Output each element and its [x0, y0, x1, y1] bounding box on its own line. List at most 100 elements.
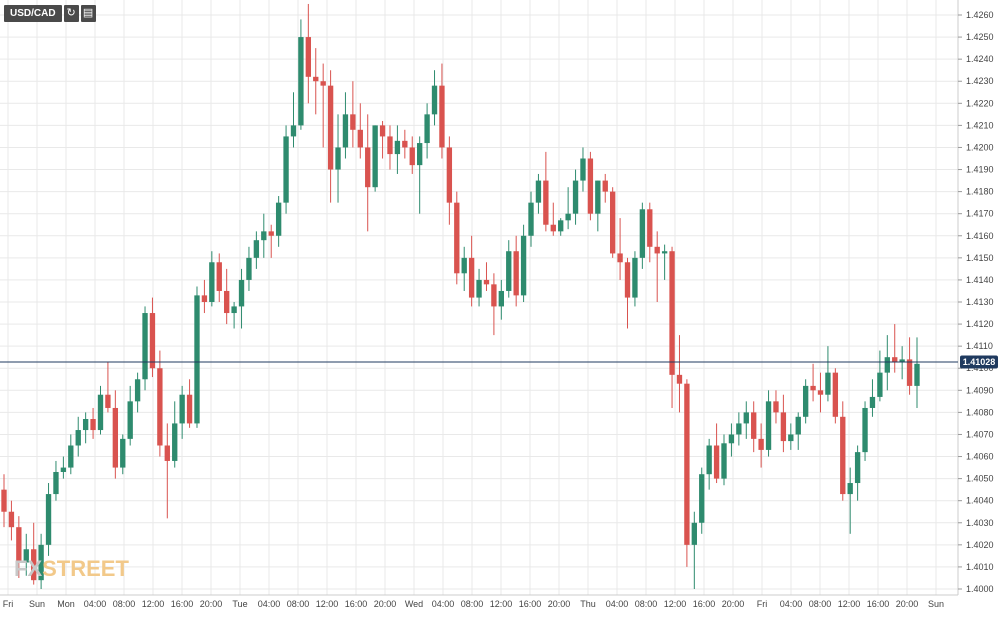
- x-tick-label: 16:00: [693, 599, 716, 609]
- candle-body: [201, 295, 208, 302]
- candle-body: [112, 407, 119, 468]
- candle: [558, 218, 564, 236]
- y-tick-label: 1.4190: [966, 165, 994, 175]
- candle: [543, 151, 549, 232]
- candle: [194, 286, 200, 428]
- candle: [877, 350, 883, 402]
- candle-body: [832, 372, 839, 417]
- candle-body: [617, 253, 623, 263]
- candle-body: [721, 443, 727, 479]
- candle: [869, 379, 876, 417]
- x-tick-label: 04:00: [606, 599, 629, 609]
- y-tick-label: 1.4140: [966, 275, 994, 285]
- candle-body: [53, 471, 59, 495]
- candle: [327, 70, 334, 203]
- candle-body: [795, 416, 801, 435]
- y-tick-label: 1.4170: [966, 209, 994, 219]
- candle: [105, 361, 111, 413]
- candle: [164, 423, 170, 519]
- candle-body: [758, 438, 764, 450]
- candle-body: [238, 279, 245, 307]
- candle: [483, 262, 490, 291]
- x-tick-label: 08:00: [635, 599, 658, 609]
- x-tick-label: Sun: [928, 599, 944, 609]
- candle-body: [224, 290, 230, 314]
- y-tick-label: 1.4240: [966, 54, 994, 64]
- candle-body: [97, 394, 104, 431]
- candle: [780, 394, 787, 453]
- candle: [16, 516, 22, 578]
- symbol-button[interactable]: USD/CAD: [4, 5, 62, 22]
- candle: [647, 202, 653, 263]
- candle: [795, 412, 801, 450]
- candle-body: [914, 363, 920, 386]
- x-tick-label: Fri: [3, 599, 14, 609]
- candle: [676, 335, 683, 413]
- y-tick-label: 1.4150: [966, 253, 994, 263]
- candle: [394, 125, 401, 174]
- calendar-icon[interactable]: ▤: [80, 5, 96, 22]
- x-tick-label: 08:00: [113, 599, 136, 609]
- candle: [506, 240, 512, 298]
- candle: [572, 169, 579, 225]
- candle-body: [38, 544, 44, 581]
- candle-body: [16, 527, 22, 563]
- y-tick-label: 1.4110: [966, 341, 993, 351]
- candle: [817, 372, 824, 413]
- candle: [491, 273, 497, 336]
- candle-body: [8, 511, 15, 528]
- candle: [417, 136, 423, 214]
- candle-body: [231, 306, 237, 314]
- x-tick-label: 04:00: [84, 599, 107, 609]
- candle: [684, 379, 690, 567]
- candle: [602, 173, 608, 203]
- x-tick-label: 16:00: [171, 599, 194, 609]
- candle: [38, 533, 44, 589]
- candle-body: [654, 246, 660, 254]
- candle: [513, 235, 519, 307]
- x-tick-label: 04:00: [432, 599, 455, 609]
- candle: [431, 70, 438, 126]
- candle-body: [402, 140, 408, 148]
- candle-body: [298, 37, 304, 126]
- candle: [298, 19, 304, 130]
- candle: [528, 191, 534, 247]
- candle-body: [127, 401, 133, 439]
- candle: [773, 390, 779, 424]
- candle: [906, 337, 913, 395]
- candle: [765, 390, 772, 457]
- candle-body: [535, 180, 542, 203]
- candle: [8, 500, 15, 541]
- candle-body: [728, 434, 735, 444]
- candle-body: [179, 394, 185, 424]
- candle: [691, 511, 697, 589]
- candle: [179, 385, 185, 439]
- refresh-icon[interactable]: ↻: [63, 5, 79, 22]
- y-tick-label: 1.4120: [966, 319, 994, 329]
- x-tick-label: 16:00: [867, 599, 890, 609]
- candle-body: [342, 114, 349, 148]
- x-tick-label: 04:00: [780, 599, 803, 609]
- x-tick-label: 08:00: [809, 599, 832, 609]
- candle: [409, 136, 415, 174]
- candle-body: [869, 396, 876, 408]
- candle: [157, 350, 163, 457]
- x-tick-label: 08:00: [287, 599, 310, 609]
- candle-body: [647, 209, 653, 247]
- candle: [728, 423, 735, 457]
- candle-body: [498, 290, 504, 307]
- y-tick-label: 1.4090: [966, 385, 994, 395]
- candle-body: [632, 257, 638, 298]
- candle: [305, 3, 312, 104]
- candle-body: [877, 372, 883, 397]
- candle-body: [424, 114, 430, 144]
- candle: [699, 467, 705, 534]
- candle-body: [365, 147, 371, 188]
- candle: [476, 268, 482, 307]
- candle: [357, 103, 363, 159]
- candle-body: [862, 407, 868, 453]
- candle: [892, 324, 898, 373]
- candle-body: [780, 412, 787, 442]
- candle-body: [149, 313, 156, 369]
